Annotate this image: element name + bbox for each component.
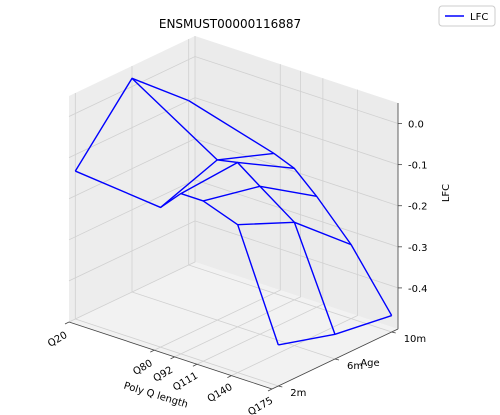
z-tick-label: 0.0 [408, 120, 424, 131]
y-tick-mark [335, 359, 339, 360]
legend: LFC [439, 6, 495, 26]
x-tick-mark [227, 376, 231, 378]
z-axis-label: LFC [441, 184, 452, 202]
x-tick-label: Q111 [171, 371, 200, 394]
y-tick-mark [392, 332, 396, 333]
z-tick-label: -0.2 [408, 202, 428, 213]
x-tick-label: Q175 [246, 395, 275, 415]
x-tick-mark [193, 364, 197, 366]
y-tick-label: 2m [290, 388, 306, 399]
z-tick-label: -0.4 [408, 284, 428, 295]
legend-label: LFC [470, 12, 488, 23]
y-axis-label: Age [360, 358, 379, 369]
chart-title: ENSMUST00000116887 [159, 17, 301, 31]
x-tick-label: Q92 [152, 365, 175, 385]
x-tick-mark [65, 322, 69, 324]
x-tick-label: Q140 [206, 382, 235, 405]
x-tick-mark [268, 389, 272, 391]
y-tick-mark [278, 386, 282, 387]
x-tick-mark [171, 357, 175, 359]
chart-panes [69, 36, 398, 389]
z-tick-label: -0.3 [408, 243, 428, 254]
y-tick-label: 10m [404, 334, 426, 345]
z-tick-label: -0.1 [408, 161, 428, 172]
x-tick-label: Q20 [46, 330, 69, 350]
x-tick-mark [150, 350, 154, 352]
